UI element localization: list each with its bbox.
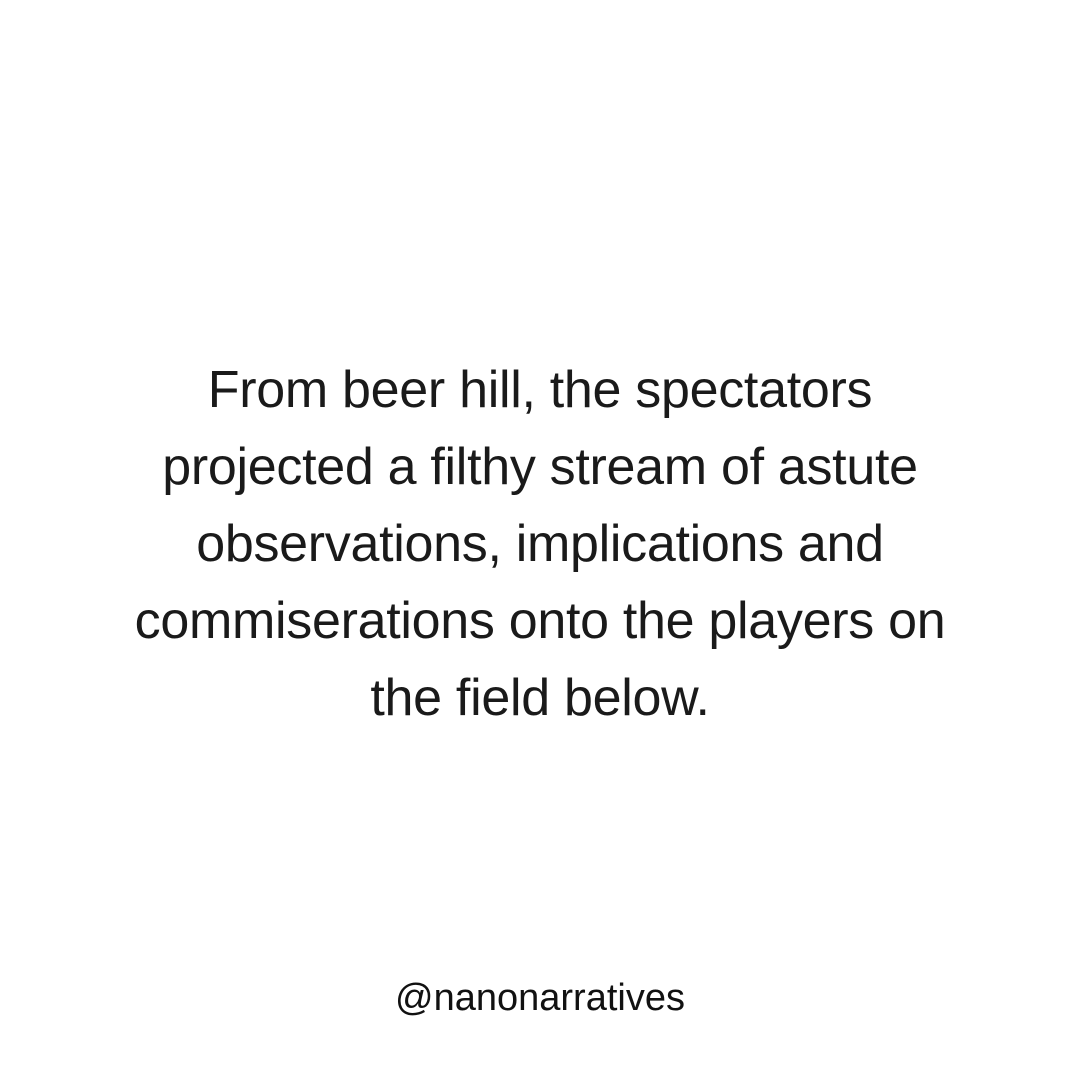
story-line: observations, implications and <box>196 515 884 573</box>
story-line: commiserations onto the players on <box>134 592 946 650</box>
story-text: From beer hill, the spectators projected… <box>0 352 1080 737</box>
story-line: From beer hill, the spectators <box>207 361 873 419</box>
story-line: projected a filthy stream of astute <box>162 438 918 496</box>
story-line: the field below. <box>370 669 710 727</box>
author-handle: @nanonarratives <box>395 977 685 1019</box>
